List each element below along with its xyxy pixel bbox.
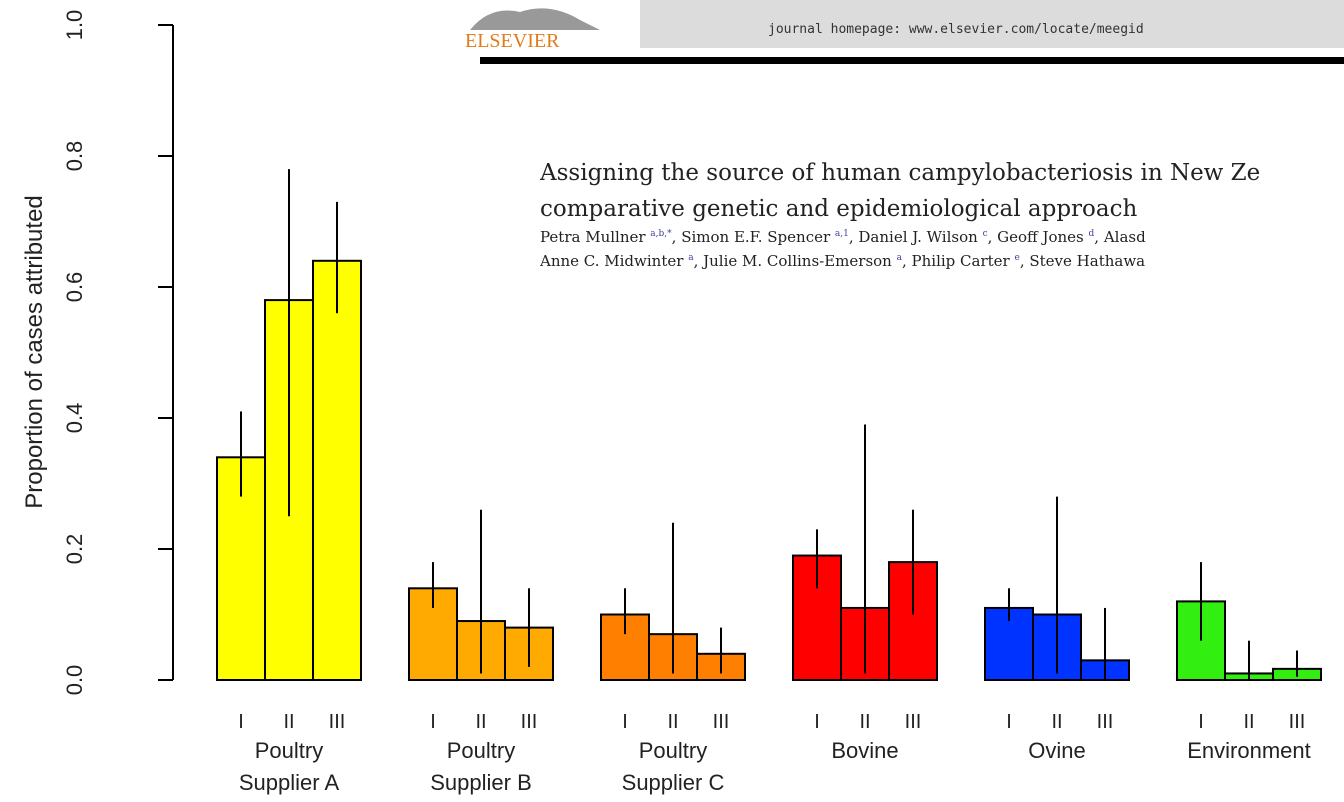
x-tick-label: III <box>329 711 346 733</box>
y-tick-label: 0.0 <box>62 665 87 696</box>
x-tick-label: III <box>1289 711 1306 733</box>
y-tick-label: 0.2 <box>62 534 87 565</box>
x-tick-label: II <box>1051 711 1062 733</box>
y-axis-label: Proportion of cases attributed <box>21 195 48 509</box>
author-name: Petra Mullner <box>540 228 651 246</box>
affiliation-mark: a <box>896 253 902 263</box>
header-rule <box>480 57 1344 64</box>
x-tick-label: I <box>622 711 628 733</box>
group-label: Bovine <box>831 738 898 763</box>
author-name: , Geoff Jones <box>987 228 1089 246</box>
x-tick-label: I <box>1198 711 1204 733</box>
y-tick-label: 0.4 <box>62 403 87 434</box>
author-name: Anne C. Midwinter <box>540 252 689 270</box>
x-tick-label: I <box>1006 711 1012 733</box>
group-label: Poultry <box>255 738 323 763</box>
y-tick-label: 0.8 <box>62 141 87 172</box>
x-tick-label: II <box>859 711 870 733</box>
x-tick-label: III <box>905 711 922 733</box>
paper-title: Assigning the source of human campylobac… <box>540 160 1261 186</box>
journal-banner <box>640 0 1344 48</box>
author-name: , Simon E.F. Spencer <box>671 228 835 246</box>
group-label: Supplier A <box>239 770 340 795</box>
author-name: , Steve Hathawa <box>1019 252 1146 270</box>
group-label: Ovine <box>1028 738 1085 763</box>
group-label: Supplier B <box>430 770 532 795</box>
affiliation-mark: c <box>982 229 988 239</box>
x-tick-label: II <box>1243 711 1254 733</box>
x-tick-label: II <box>283 711 294 733</box>
journal-homepage: journal homepage: www.elsevier.com/locat… <box>768 22 1144 37</box>
x-tick-label: II <box>475 711 486 733</box>
logo-tree <box>470 8 600 30</box>
author-line: Anne C. Midwinter a, Julie M. Collins-Em… <box>540 252 1344 270</box>
x-tick-label: I <box>430 711 436 733</box>
logo-text: ELSEVIER <box>465 30 560 52</box>
affiliation-mark: d <box>1088 229 1095 239</box>
affiliation-mark: a <box>688 253 694 263</box>
y-tick-label: 1.0 <box>62 10 87 41</box>
x-tick-label: I <box>814 711 820 733</box>
affiliation-mark: a,b,* <box>650 229 672 239</box>
y-tick-label: 0.6 <box>62 272 87 303</box>
affiliation-mark: a,1 <box>834 229 849 239</box>
x-tick-label: III <box>521 711 538 733</box>
x-tick-label: II <box>667 711 678 733</box>
bar <box>312 259 362 681</box>
author-name: , Daniel J. Wilson <box>848 228 983 246</box>
group-label: Poultry <box>639 738 707 763</box>
x-tick-label: III <box>713 711 730 733</box>
author-name: , Philip Carter <box>902 252 1015 270</box>
group-label: Environment <box>1187 738 1311 763</box>
paper-title: comparative genetic and epidemiological … <box>540 196 1138 222</box>
author-name: , Alasd <box>1094 228 1146 246</box>
affiliation-mark: e <box>1014 253 1020 263</box>
x-tick-label: I <box>238 711 244 733</box>
group-label: Poultry <box>447 738 515 763</box>
group-label: Supplier C <box>622 770 725 795</box>
author-line: Petra Mullner a,b,*, Simon E.F. Spencer … <box>540 228 1344 246</box>
author-name: , Julie M. Collins-Emerson <box>693 252 897 270</box>
x-tick-label: III <box>1097 711 1114 733</box>
